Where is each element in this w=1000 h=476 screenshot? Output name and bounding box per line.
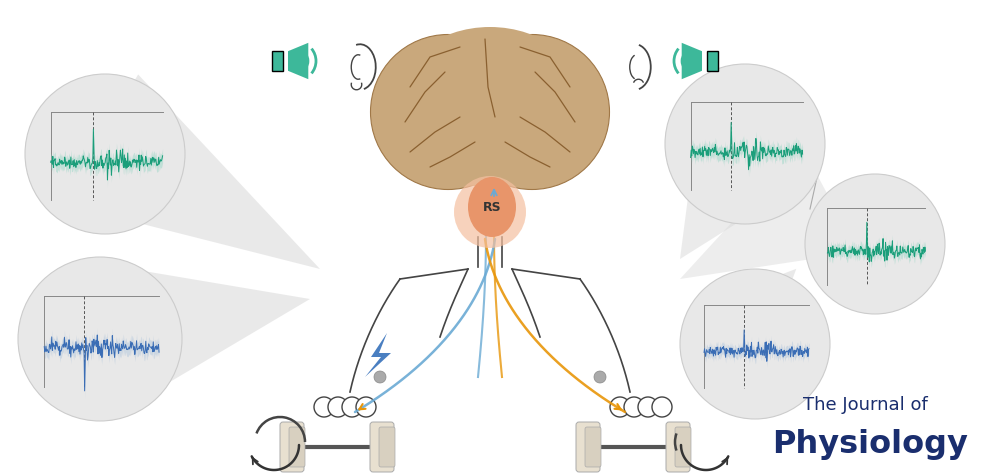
Polygon shape <box>62 75 320 269</box>
Polygon shape <box>288 44 308 80</box>
FancyBboxPatch shape <box>379 427 395 467</box>
Circle shape <box>342 397 362 417</box>
FancyBboxPatch shape <box>707 52 718 72</box>
Text: The Journal of: The Journal of <box>803 395 927 413</box>
Circle shape <box>805 175 945 314</box>
Circle shape <box>680 269 830 419</box>
Circle shape <box>328 397 348 417</box>
Polygon shape <box>680 147 858 279</box>
Circle shape <box>594 371 606 383</box>
Circle shape <box>665 65 825 225</box>
Circle shape <box>638 397 658 417</box>
Ellipse shape <box>454 35 610 190</box>
Polygon shape <box>365 333 391 377</box>
Ellipse shape <box>454 177 526 248</box>
Circle shape <box>624 397 644 417</box>
Text: Physiology: Physiology <box>772 428 968 459</box>
FancyBboxPatch shape <box>675 427 691 467</box>
Polygon shape <box>680 97 819 259</box>
FancyBboxPatch shape <box>666 422 690 472</box>
Text: RS: RS <box>483 201 501 214</box>
Circle shape <box>18 258 182 421</box>
Ellipse shape <box>468 178 516 238</box>
Circle shape <box>356 397 376 417</box>
FancyBboxPatch shape <box>585 427 601 467</box>
Polygon shape <box>80 261 310 418</box>
Ellipse shape <box>371 35 526 190</box>
Circle shape <box>374 371 386 383</box>
FancyBboxPatch shape <box>289 427 305 467</box>
Ellipse shape <box>393 28 588 188</box>
FancyBboxPatch shape <box>576 422 600 472</box>
FancyBboxPatch shape <box>370 422 394 472</box>
Circle shape <box>610 397 630 417</box>
FancyBboxPatch shape <box>280 422 304 472</box>
FancyBboxPatch shape <box>272 52 283 72</box>
Circle shape <box>652 397 672 417</box>
Circle shape <box>25 75 185 235</box>
Polygon shape <box>690 269 796 409</box>
Circle shape <box>314 397 334 417</box>
Polygon shape <box>682 44 702 80</box>
